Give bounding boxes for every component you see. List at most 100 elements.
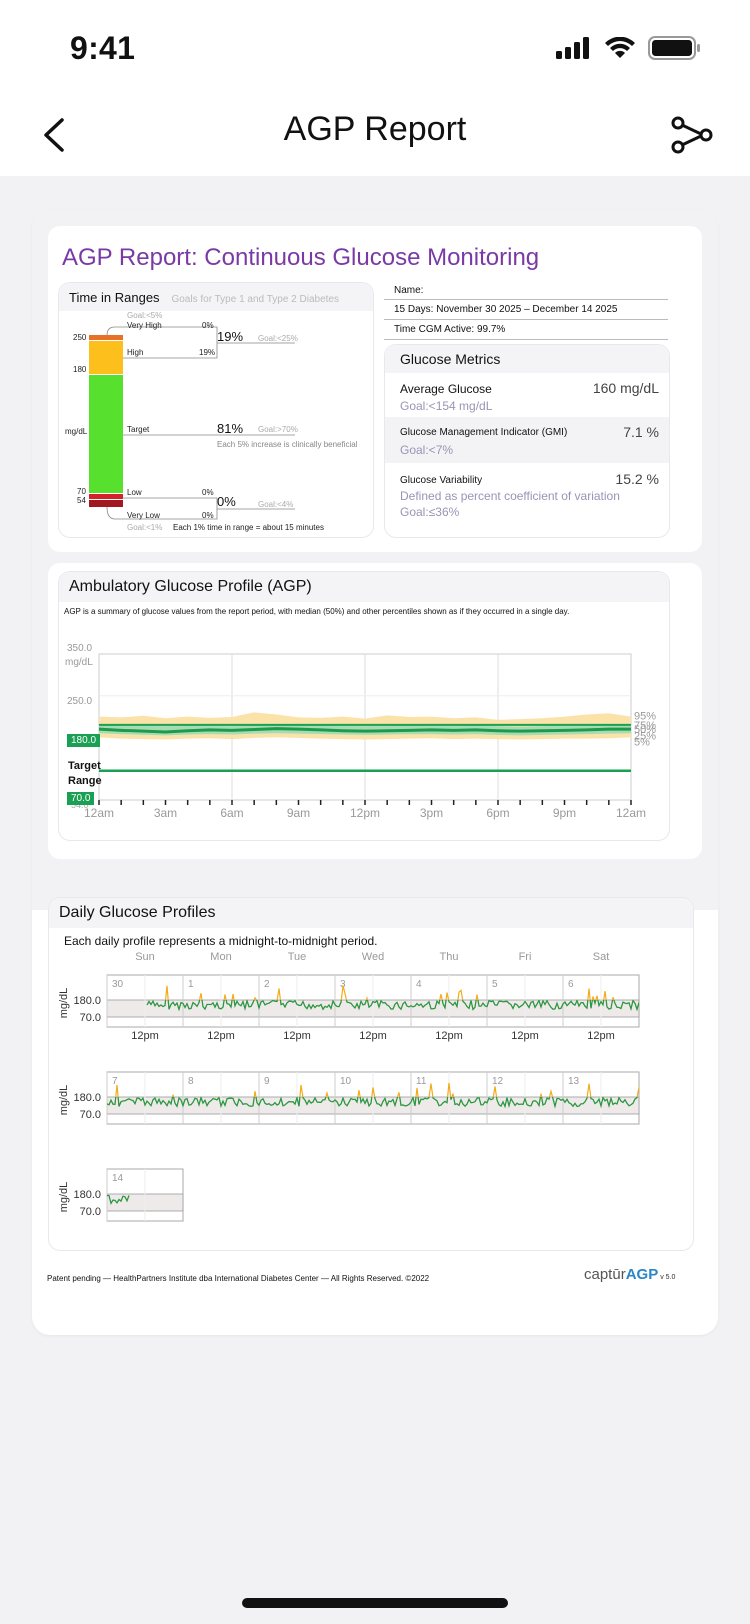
tir-tick-70: 70 [77,487,86,496]
tir-title: Time in Ranges [69,290,160,305]
daily-date-label: 8 [188,1076,194,1087]
tir-footnote: Each 1% time in range = about 15 minutes [173,523,324,532]
agp-x-label: 6pm [486,806,509,820]
tir-very-high-label: Very High [127,321,162,330]
daily-weekday-label: Mon [210,951,231,963]
report-period: 15 Days: November 30 2025 – December 14 … [384,300,668,320]
daily-date-label: 11 [416,1076,427,1087]
agp-header: Ambulatory Glucose Profile (AGP) [59,572,669,602]
daily-profiles-panel: Daily Glucose Profiles Each daily profil… [48,897,694,1251]
gv-label: Glucose Variability [400,475,483,486]
daily-weekday-label: Sat [593,951,610,963]
daily-date-label: 9 [264,1076,270,1087]
daily-trace-in-range [146,1000,639,1012]
tir-bar-low [89,494,123,499]
glucose-metrics-panel: Glucose Metrics Average Glucose 160 mg/d… [384,344,670,538]
daily-noon-label: 12pm [511,1030,539,1042]
gmi-value: 7.1 % [623,424,659,440]
daily-date-label: 5 [492,979,498,990]
home-indicator [242,1598,508,1608]
agp-target-low-badge: 70.0 [67,792,95,805]
avg-label: Average Glucose [400,382,492,396]
footer-brand: captūrAGP v 5.0 [584,1266,675,1283]
gmi-label: Glucose Management Indicator (GMI) [400,427,568,438]
gv-desc: Defined as percent coefficient of variat… [400,489,620,503]
nav-bar: AGP Report [0,100,750,176]
daily-y-high: 180.0 [73,1189,101,1201]
tir-unit: mg/dL [65,427,88,436]
daily-weekday-label: Thu [440,951,459,963]
daily-date-label: 2 [264,979,270,990]
agp-y-unit: mg/dL [65,657,93,668]
tir-low-value: 0% [202,488,214,497]
daily-header: Daily Glucose Profiles [49,898,693,928]
daily-weekday-label: Tue [288,951,307,963]
tir-target-note: Each 5% increase is clinically beneficia… [217,440,358,449]
daily-noon-label: 12pm [359,1030,387,1042]
daily-date-label: 6 [568,979,574,990]
metric-gmi: Glucose Management Indicator (GMI) 7.1 %… [385,417,669,463]
daily-noon-label: 12pm [587,1030,615,1042]
gmi-goal: Goal:<7% [400,443,454,457]
summary-card: AGP Report: Continuous Glucose Monitorin… [48,226,702,552]
tir-tick-250: 250 [73,333,87,342]
brand-version: v 5.0 [660,1274,676,1281]
daily-y-low: 70.0 [80,1109,101,1121]
metrics-header: Glucose Metrics [385,345,669,373]
gv-value: 15.2 % [615,471,659,487]
daily-profiles-chart: Sun Mon Tue Wed Thu Fri Sat 30 12pm 1 12pm 2 12pm 3 12… [58,951,640,1222]
tir-combined-high-goal: Goal:<25% [258,334,298,343]
tir-goal-bottom: Goal:<1% [127,523,163,532]
daily-date-label: 7 [112,1076,118,1087]
daily-noon-label: 12pm [435,1030,463,1042]
status-time: 9:41 [70,30,136,66]
report-title: AGP Report: Continuous Glucose Monitorin… [62,244,540,271]
tir-combined-low-goal: Goal:<4% [258,500,294,509]
agp-target-high-badge: 180.0 [67,734,101,747]
daily-noon-label: 12pm [131,1030,159,1042]
tir-target-value: 81% [217,421,244,436]
tir-high-label: High [127,348,144,357]
tir-target-label: Target [127,425,150,434]
agp-chart: 12am 3am 6am 9am 12pm 3pm 6pm 9pm 12am 95%75%50%2… [84,653,656,820]
agp-description: AGP is a summary of glucose values from … [64,607,570,616]
tir-target-goal: Goal:>70% [258,425,298,434]
tir-very-high-value: 0% [202,321,214,330]
tir-goals-caption: Goals for Type 1 and Type 2 Diabetes [171,294,339,305]
daily-date-label: 4 [416,979,422,990]
wifi-icon [605,37,635,58]
patient-info: Name: 15 Days: November 30 2025 – Decemb… [384,282,668,340]
tir-goal-top: Goal:<5% [127,311,163,320]
daily-trace-in-range [107,1097,638,1109]
report-sheet[interactable]: AGP Report: Continuous Glucose Monitorin… [32,210,718,1335]
daily-date-label: 14 [112,1173,124,1184]
agp-x-label: 9am [287,806,310,820]
tir-bar [89,335,123,507]
tir-high-value: 19% [199,348,216,357]
daily-date-label: 12 [492,1076,504,1087]
tir-bar-target [89,375,123,493]
daily-date-label: 3 [340,979,346,990]
agp-target-label-1: Target [68,760,101,772]
back-icon[interactable] [38,108,74,162]
agp-x-label: 12am [616,806,646,820]
share-icon[interactable] [670,108,714,162]
status-icons [556,36,702,60]
tir-low-label: Low [127,488,142,497]
daily-weekday-label: Wed [362,951,384,963]
daily-description: Each daily profile represents a midnight… [64,934,378,948]
daily-date-label: 10 [340,1076,352,1087]
page-title: AGP Report [283,110,467,148]
agp-y-top: 350.0 [67,643,93,654]
daily-y-low: 70.0 [80,1012,101,1024]
avg-goal: Goal:<154 mg/dL [400,399,493,413]
time-in-ranges-panel: Time in Ranges Goals for Type 1 and Type… [58,282,374,538]
daily-weekday-label: Sun [135,951,155,963]
agp-median-line [98,727,631,734]
metric-average-glucose: Average Glucose 160 mg/dL Goal:<154 mg/d… [385,375,669,417]
tir-combined-high-value: 19% [217,329,244,344]
agp-percentile-label: 95% [634,711,656,723]
agp-card: Ambulatory Glucose Profile (AGP) AGP is … [48,563,702,859]
daily-y-unit: mg/dL [58,988,70,1019]
agp-x-label: 12pm [350,806,380,820]
